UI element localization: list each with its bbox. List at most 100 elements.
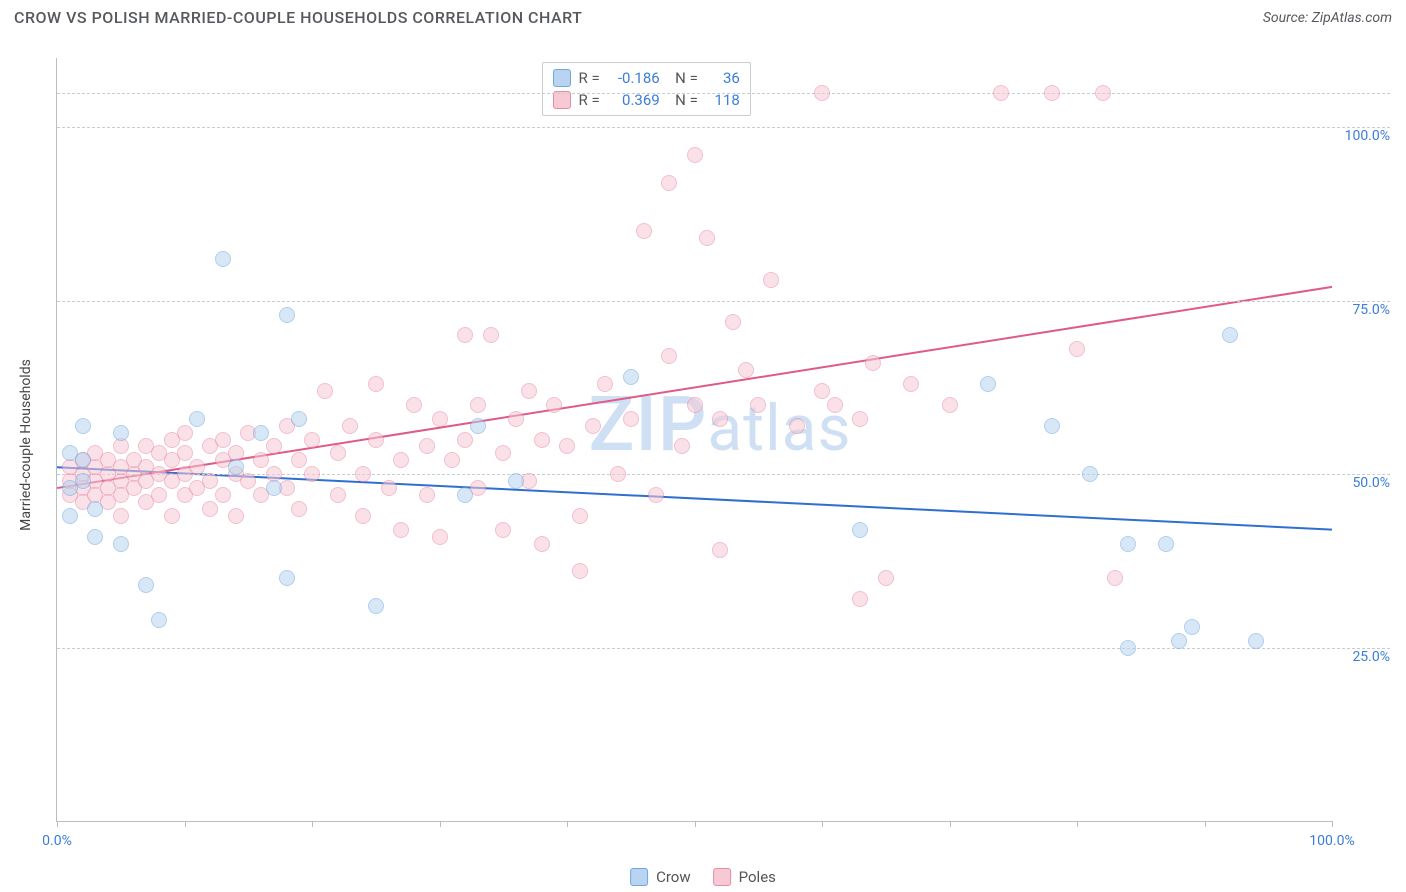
trendline-poles (57, 287, 1332, 488)
scatter-point-poles (215, 432, 231, 448)
scatter-point-poles (330, 445, 346, 461)
y-tick-label: 50.0% (1336, 457, 1390, 491)
bottom-legend-label: Crow (656, 868, 691, 886)
scatter-point-poles (483, 327, 499, 343)
scatter-point-poles (470, 397, 486, 413)
scatter-point-crow (228, 459, 244, 475)
scatter-point-poles (521, 383, 537, 399)
chart-title: CROW VS POLISH MARRIED-COUPLE HOUSEHOLDS… (14, 8, 582, 27)
scatter-point-crow (138, 577, 154, 593)
scatter-point-crow (253, 425, 269, 441)
scatter-point-poles (355, 466, 371, 482)
scatter-point-poles (827, 397, 843, 413)
legend-swatch (553, 69, 571, 87)
legend-swatch (630, 868, 648, 886)
scatter-point-poles (368, 376, 384, 392)
scatter-point-poles (508, 411, 524, 427)
scatter-point-crow (75, 473, 91, 489)
scatter-point-poles (572, 563, 588, 579)
x-tick (312, 821, 313, 827)
scatter-point-crow (1120, 640, 1136, 656)
scatter-point-poles (495, 445, 511, 461)
scatter-point-poles (610, 466, 626, 482)
scatter-point-poles (393, 452, 409, 468)
legend-swatch (713, 868, 731, 886)
scatter-point-poles (636, 223, 652, 239)
bottom-legend-label: Poles (739, 868, 776, 886)
scatter-point-crow (279, 307, 295, 323)
scatter-point-poles (457, 327, 473, 343)
legend-stats-box: R =-0.186 N =36R =0.369 N =118 (542, 62, 751, 116)
scatter-point-poles (291, 452, 307, 468)
scatter-point-crow (457, 487, 473, 503)
x-tick (185, 821, 186, 827)
x-tick (57, 821, 58, 827)
scatter-point-poles (457, 432, 473, 448)
chart-header: CROW VS POLISH MARRIED-COUPLE HOUSEHOLDS… (0, 0, 1406, 33)
scatter-point-poles (534, 536, 550, 552)
scatter-point-crow (189, 411, 205, 427)
scatter-point-poles (368, 432, 384, 448)
bottom-legend-item: Crow (630, 868, 691, 886)
scatter-point-poles (495, 522, 511, 538)
scatter-point-crow (1248, 633, 1264, 649)
bottom-legend: Crow Poles (630, 868, 776, 886)
x-tick (567, 821, 568, 827)
scatter-point-poles (534, 432, 550, 448)
scatter-point-poles (559, 438, 575, 454)
scatter-point-poles (432, 411, 448, 427)
gridline-y (57, 648, 1390, 649)
scatter-point-poles (738, 362, 754, 378)
scatter-point-poles (585, 418, 601, 434)
scatter-point-crow (291, 411, 307, 427)
scatter-point-poles (750, 397, 766, 413)
scatter-point-crow (151, 612, 167, 628)
scatter-point-poles (304, 466, 320, 482)
legend-r-value: -0.186 (608, 67, 660, 89)
scatter-point-poles (942, 397, 958, 413)
x-tick (695, 821, 696, 827)
scatter-point-poles (1044, 85, 1060, 101)
scatter-point-poles (177, 445, 193, 461)
scatter-point-poles (687, 397, 703, 413)
scatter-point-poles (177, 425, 193, 441)
scatter-point-crow (368, 598, 384, 614)
scatter-point-poles (444, 452, 460, 468)
scatter-point-poles (151, 487, 167, 503)
legend-r-label: R = (579, 67, 600, 89)
plot-area: ZIPatlas R =-0.186 N =36R =0.369 N =118 … (56, 58, 1332, 822)
scatter-point-poles (381, 480, 397, 496)
scatter-point-poles (189, 459, 205, 475)
scatter-point-poles (215, 487, 231, 503)
scatter-point-crow (1184, 619, 1200, 635)
gridline-y (57, 127, 1390, 128)
legend-n-label: N = (668, 67, 698, 89)
x-tick (950, 821, 951, 827)
scatter-point-poles (330, 487, 346, 503)
gridline-y (57, 301, 1390, 302)
scatter-point-crow (623, 369, 639, 385)
scatter-point-poles (865, 355, 881, 371)
scatter-point-poles (993, 85, 1009, 101)
scatter-point-poles (342, 418, 358, 434)
scatter-point-crow (1222, 327, 1238, 343)
scatter-point-poles (852, 591, 868, 607)
scatter-point-crow (1082, 466, 1098, 482)
scatter-point-poles (661, 175, 677, 191)
scatter-point-poles (317, 383, 333, 399)
scatter-point-poles (1069, 341, 1085, 357)
scatter-point-crow (279, 570, 295, 586)
scatter-point-poles (419, 487, 435, 503)
x-tick (822, 821, 823, 827)
scatter-point-poles (878, 570, 894, 586)
scatter-point-crow (113, 536, 129, 552)
scatter-point-poles (355, 508, 371, 524)
gridline-y (57, 93, 1390, 94)
x-tick (440, 821, 441, 827)
scatter-point-poles (597, 376, 613, 392)
scatter-point-crow (75, 418, 91, 434)
scatter-point-poles (648, 487, 664, 503)
scatter-point-crow (87, 501, 103, 517)
scatter-point-poles (202, 501, 218, 517)
scatter-point-poles (789, 418, 805, 434)
